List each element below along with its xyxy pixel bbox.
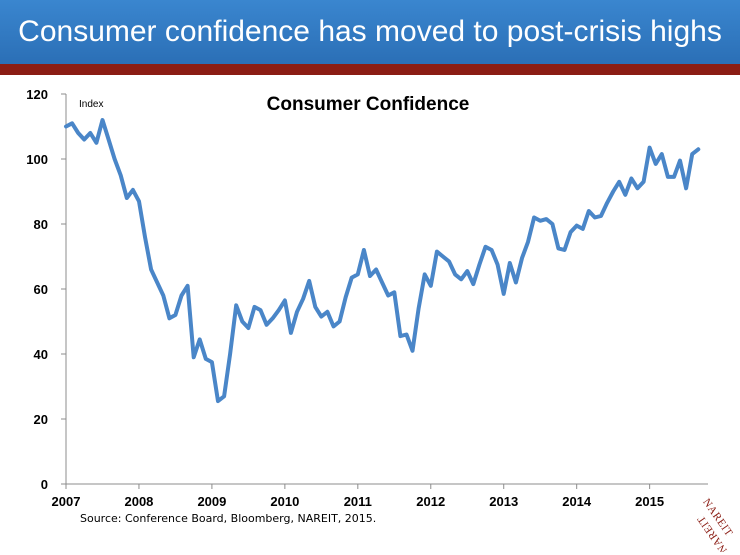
x-tick-label: 2012 — [416, 494, 445, 509]
y-tick-label: 40 — [34, 347, 48, 362]
slide-title: Consumer confidence has moved to post-cr… — [18, 15, 722, 48]
header-accent-bar — [0, 64, 740, 75]
x-tick-label: 2009 — [197, 494, 226, 509]
x-tick-label: 2007 — [52, 494, 81, 509]
slide-header: Consumer confidence has moved to post-cr… — [0, 0, 740, 64]
chart-title: Consumer Confidence — [267, 94, 470, 115]
nareit-logo: NAREIT NAREIT — [695, 497, 735, 552]
x-tick-label: 2010 — [270, 494, 299, 509]
chart-axes: 0 20 40 60 80 100 120 2007 2008 2009 2010 2011 2012 2… — [26, 87, 708, 509]
y-tick-label: 120 — [26, 87, 48, 102]
chart-series — [64, 118, 701, 404]
y-tick-label: 100 — [26, 152, 48, 167]
x-tick-label: 2011 — [344, 494, 372, 509]
y-tick-label: 20 — [34, 412, 48, 427]
x-tick-label: 2008 — [124, 494, 153, 509]
source-note: Source: Conference Board, Bloomberg, NAR… — [80, 512, 377, 525]
x-tick-label: 2014 — [562, 494, 592, 509]
x-tick-label: 2015 — [635, 494, 664, 509]
y-tick-label: 80 — [34, 217, 48, 232]
y-tick-label: 0 — [41, 477, 48, 492]
y-unit-label: Index — [79, 99, 103, 110]
x-tick-label: 2013 — [489, 494, 518, 509]
series-line — [64, 118, 701, 404]
y-tick-label: 60 — [34, 282, 48, 297]
